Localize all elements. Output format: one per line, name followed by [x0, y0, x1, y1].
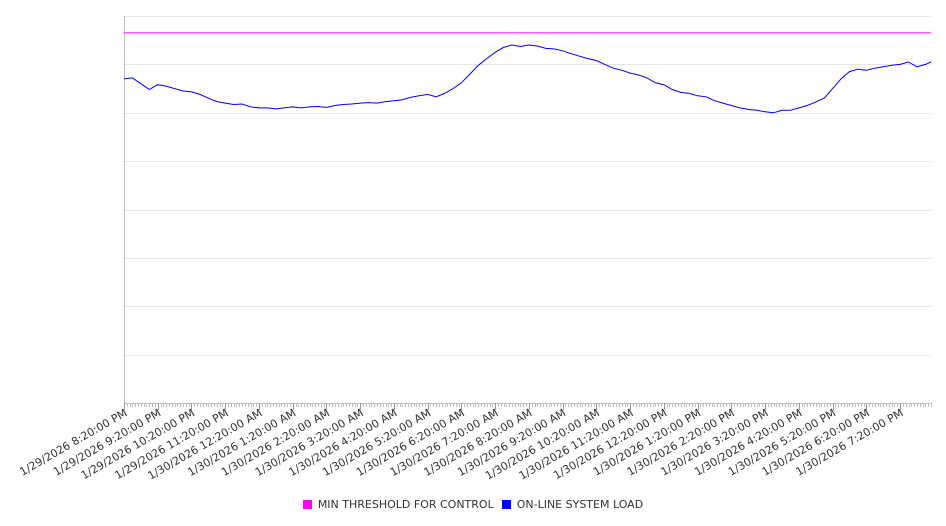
series-lines	[123, 32, 932, 114]
grid-lines	[124, 16, 931, 356]
legend-label: MIN THRESHOLD FOR CONTROL	[317, 498, 494, 511]
series-line-system-load	[123, 44, 932, 114]
chart-legend: MIN THRESHOLD FOR CONTROL ON-LINE SYSTEM …	[0, 498, 946, 512]
legend-item[interactable]: MIN THRESHOLD FOR CONTROL	[302, 498, 494, 511]
x-tick-labels: 1/29/2026 8:20:00 PM1/29/2026 9:20:00 PM…	[17, 406, 905, 482]
legend-item[interactable]: ON-LINE SYSTEM LOAD	[501, 498, 644, 511]
legend-swatch	[302, 500, 312, 509]
legend-swatch	[501, 500, 511, 509]
legend-label: ON-LINE SYSTEM LOAD	[516, 498, 644, 511]
axes	[124, 16, 932, 410]
